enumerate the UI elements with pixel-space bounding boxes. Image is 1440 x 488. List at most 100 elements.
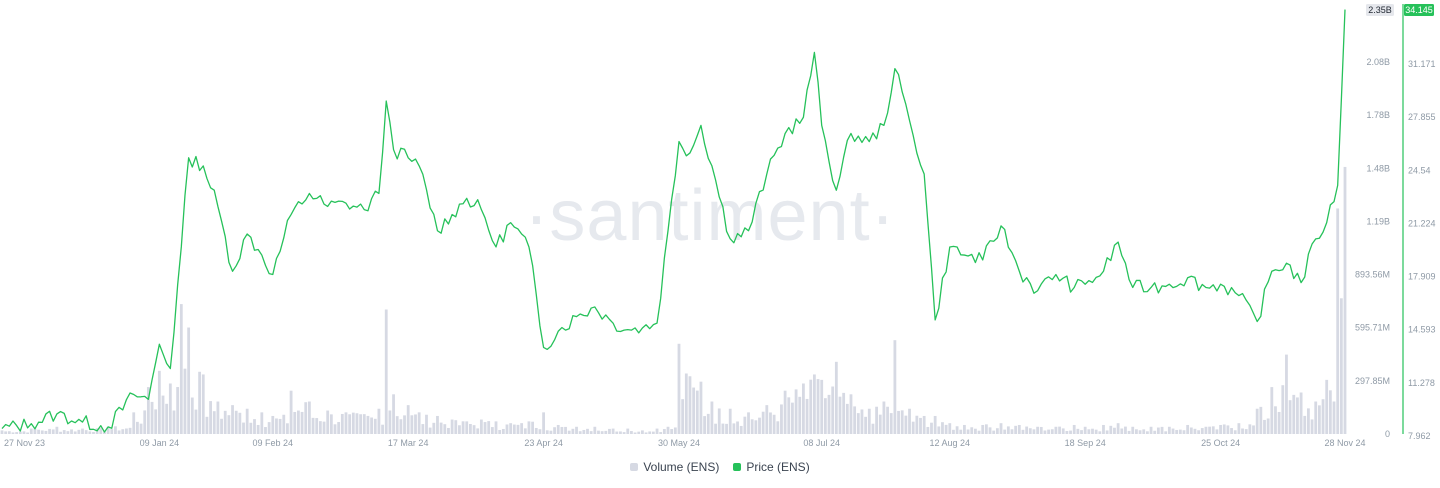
- volume-bar: [575, 426, 578, 434]
- price-tick-label: 31.171: [1408, 59, 1436, 69]
- volume-bar: [1321, 399, 1325, 434]
- volume-bar: [498, 430, 502, 434]
- volume-bar: [172, 410, 176, 434]
- volume-bar: [370, 417, 373, 434]
- volume-bar: [1339, 298, 1343, 434]
- volume-bar: [469, 424, 472, 434]
- volume-bar: [333, 424, 337, 434]
- volume-bar: [1167, 426, 1171, 434]
- volume-bar: [556, 424, 560, 434]
- volume-bar: [1314, 401, 1318, 434]
- volume-bar: [1145, 431, 1149, 434]
- volume-bar: [362, 414, 366, 434]
- volume-bar: [959, 429, 963, 434]
- volume-bar: [578, 431, 582, 434]
- price-tick-label: 27.855: [1408, 112, 1436, 122]
- volume-bar: [812, 374, 816, 434]
- volume-bar: [194, 409, 198, 434]
- volume-bar: [1270, 387, 1274, 434]
- volume-bar: [545, 430, 549, 434]
- volume-bar: [403, 415, 406, 434]
- volume-bar: [0, 430, 4, 434]
- volume-bar: [1336, 208, 1340, 434]
- volume-bar: [300, 411, 304, 434]
- volume-bar: [359, 414, 363, 434]
- volume-bar: [516, 424, 520, 434]
- x-tick-label: 30 May 24: [658, 438, 700, 448]
- volume-bar: [1310, 419, 1314, 434]
- volume-bar: [630, 431, 633, 434]
- volume-bar: [633, 432, 637, 434]
- volume-bar: [765, 405, 769, 434]
- volume-bar: [286, 423, 289, 434]
- volume-bar: [1226, 425, 1230, 434]
- x-tick-label: 12 Aug 24: [930, 438, 971, 448]
- volume-bar: [344, 412, 348, 434]
- volume-bar: [992, 430, 996, 434]
- volume-bar: [937, 426, 941, 434]
- volume-bar: [1189, 427, 1193, 434]
- volume-bar: [662, 429, 666, 434]
- volume-bar: [586, 428, 589, 434]
- volume-bar: [637, 431, 641, 434]
- volume-bar: [531, 421, 535, 434]
- volume-bar: [1153, 430, 1157, 434]
- legend-item-volume[interactable]: Volume (ENS): [630, 460, 719, 474]
- volume-bar: [1039, 426, 1043, 434]
- volume-bar: [641, 430, 644, 434]
- volume-bar: [721, 423, 725, 434]
- legend-item-price[interactable]: Price (ENS): [733, 460, 810, 474]
- x-tick-label: 09 Feb 24: [253, 438, 294, 448]
- volume-bar: [849, 394, 853, 434]
- volume-bar: [1006, 426, 1010, 434]
- volume-bar: [695, 390, 699, 434]
- volume-bar: [600, 431, 604, 434]
- volume-bar: [1296, 397, 1299, 434]
- volume-bar: [856, 413, 860, 434]
- volume-bar: [355, 413, 359, 434]
- volume-bar: [212, 411, 216, 434]
- volume-bar: [1010, 429, 1014, 434]
- volume-bar: [1259, 406, 1263, 434]
- volume-bar: [494, 421, 498, 434]
- volume-bar: [1222, 424, 1226, 434]
- volume-bar: [406, 405, 410, 434]
- volume-bar: [860, 409, 864, 434]
- volume-current-value: 2.35B: [1368, 5, 1392, 15]
- volume-bar: [995, 428, 999, 434]
- volume-bar: [1237, 423, 1241, 434]
- volume-bar: [4, 431, 8, 434]
- volume-bar: [710, 401, 714, 434]
- price-axis-ticks: 7.962 11.278 14.593 17.909 21.224 24.54 27.855…: [1408, 59, 1436, 441]
- volume-bar: [615, 431, 619, 434]
- volume-bar: [311, 417, 315, 434]
- volume-bar: [37, 429, 40, 434]
- volume-bar: [128, 427, 132, 434]
- volume-bar: [414, 414, 417, 434]
- volume-bar: [864, 416, 868, 434]
- volume-bar: [827, 394, 831, 434]
- volume-bar: [597, 430, 600, 434]
- volume-bar: [1069, 430, 1072, 434]
- volume-bar: [728, 408, 732, 434]
- volume-bar: [366, 415, 370, 434]
- volume-bar: [1021, 429, 1025, 434]
- volume-bar: [425, 414, 428, 434]
- volume-bar: [889, 413, 893, 434]
- volume-bar: [198, 371, 202, 434]
- volume-bar: [450, 419, 454, 434]
- x-tick-label: 17 Mar 24: [388, 438, 429, 448]
- volume-bar: [227, 415, 231, 434]
- volume-bar: [966, 429, 970, 434]
- volume-bar: [673, 427, 677, 434]
- volume-bar: [1017, 424, 1021, 434]
- volume-bar: [234, 410, 238, 434]
- volume-bar: [809, 379, 813, 434]
- volume-bar: [699, 381, 703, 434]
- volume-bar: [608, 428, 611, 434]
- volume-bar: [567, 430, 571, 434]
- volume-bar: [384, 309, 388, 434]
- volume-bar: [681, 399, 685, 434]
- volume-bar: [117, 430, 121, 434]
- volume-bar: [1171, 428, 1175, 434]
